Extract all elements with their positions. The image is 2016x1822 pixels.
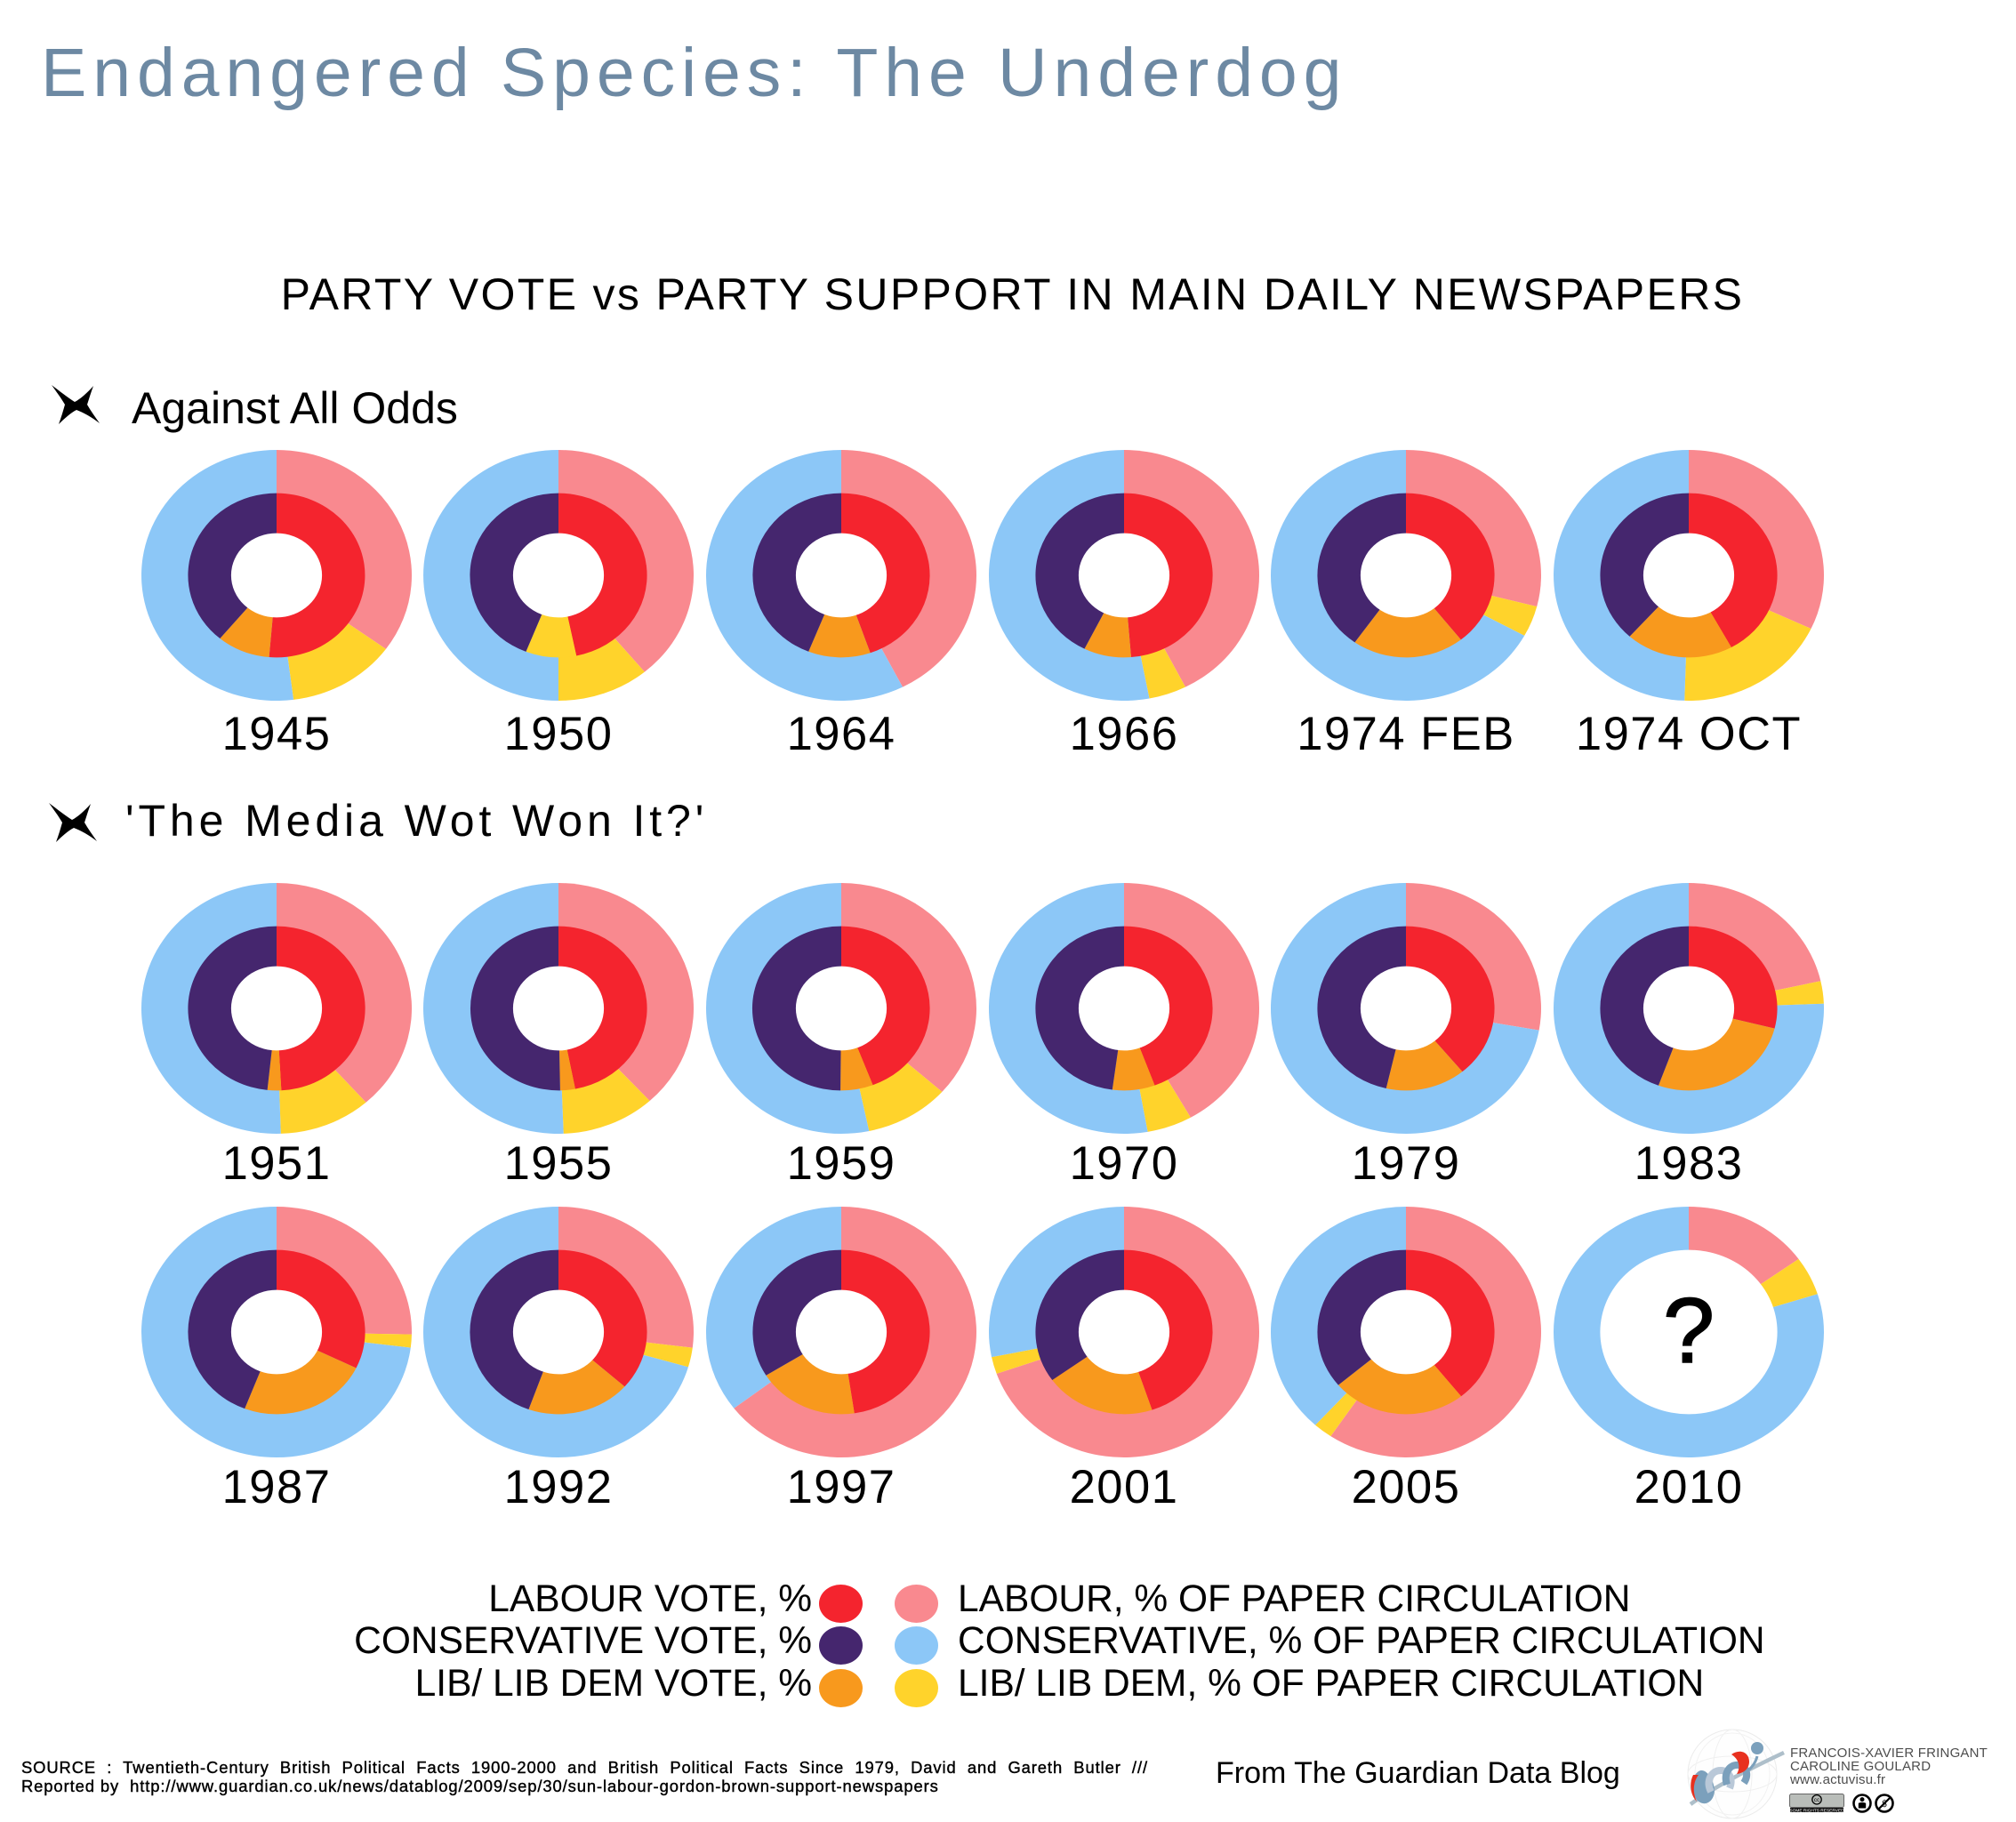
svg-text:SOME RIGHTS RESERVED: SOME RIGHTS RESERVED (1789, 1809, 1844, 1814)
svg-text:cc: cc (1814, 1797, 1820, 1803)
